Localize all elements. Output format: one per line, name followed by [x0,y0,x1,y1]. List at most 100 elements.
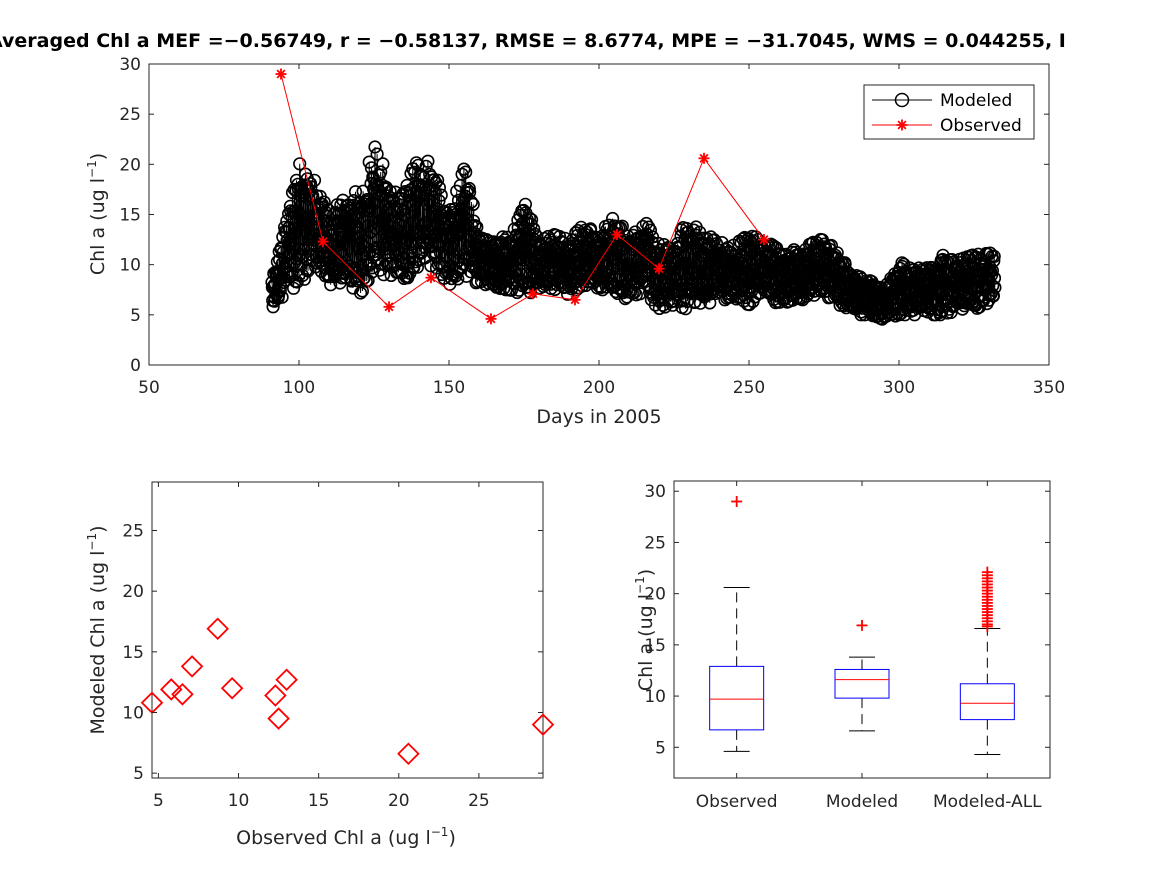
scatter-point [171,683,194,706]
modeled-marker [289,226,303,240]
boxplot-category-label: Observed [696,792,778,812]
timeseries-ylabel-sup: −1 [85,160,99,178]
observed-marker [698,152,710,164]
observed-marker-stroke [759,235,769,245]
scatter-ytick-label: 25 [122,522,144,542]
timeseries-ytick-label: 0 [130,356,141,376]
modeled-marker [982,293,996,307]
box-group [709,495,765,752]
observed-marker [317,236,329,248]
boxplot-ticks: 5 10 15 20 25 30 Observed Modeled Modeled-ALL [644,481,1050,812]
modeled-marker [336,230,350,244]
timeseries-ytick-label: 15 [119,206,141,226]
modeled-marker [387,194,401,208]
modeled-marker [368,196,382,210]
boxplot-panel: 5 10 15 20 25 30 Observed Modeled Modeled-ALL Ch… [633,480,1051,812]
boxplot-ytick-label: 30 [644,482,666,502]
modeled-marker [432,181,447,195]
modeled-marker [988,280,1002,295]
scatter-ylabel-main: Modeled Chl a (ug l [87,551,109,735]
modeled-marker [678,302,693,316]
observed-marker [527,288,539,300]
scatter-ylabel: Modeled Chl a (ug l−1) [85,525,109,734]
modeled-marker [275,290,289,304]
modeled-marker [362,155,376,169]
timeseries-ylabel-main: Chl a (ug l [87,178,109,275]
scatter-xtick-label: 25 [468,791,490,811]
modeled-marker [518,197,533,211]
legend-observed-star-stroke [897,120,907,130]
timeseries-xtick-label: 250 [733,378,765,398]
box-group [959,566,1015,755]
scatter-points [140,617,555,766]
scatter-ytick-label: 15 [122,643,144,663]
modeled-marker [410,260,425,274]
timeseries-ylabel: Chl a (ug l−1) [85,153,109,275]
modeled-marker [987,254,1001,268]
timeseries-xtick-label: 50 [138,378,160,398]
boxplot-ytick-label: 5 [655,738,666,758]
modeled-marker [466,197,480,211]
timeseries-xtick-label: 300 [883,378,915,398]
timeseries-xtick-label: 150 [433,378,465,398]
timeseries-ytick-label: 5 [130,306,141,326]
modeled-marker [448,250,462,264]
modeled-marker [406,198,420,212]
modeled-marker [361,219,375,233]
scatter-xtick-label: 5 [153,791,164,811]
timeseries-panel: 50 100 150 200 250 300 350 0 5 10 15 20 25 30 Days in… [85,55,1065,428]
scatter-point [397,742,420,766]
observed-marker-stroke [318,237,328,247]
modeled-marker [352,272,366,286]
boxplot-ytick-label: 20 [644,585,666,605]
modeled-marker [349,250,363,264]
scatter-ytick-label: 5 [133,764,144,784]
observed-marker-stroke [612,230,622,240]
timeseries-ytick-label: 10 [119,256,141,276]
modeled-marker [678,257,692,271]
modeled-marker [287,281,301,295]
observed-marker-stroke [276,69,286,79]
timeseries-ytick-label: 25 [119,105,141,125]
modeled-marker [432,194,446,208]
scatter-xtick-label: 10 [228,791,250,811]
timeseries-ylabel-tail: ) [87,153,109,160]
legend-observed-star [896,119,908,131]
box-outlier [856,619,868,631]
modeled-marker [301,264,315,278]
timeseries-xtick-label: 100 [283,378,315,398]
scatter-point [220,676,244,700]
modeled-marker [987,271,1002,285]
modeled-marker [986,289,1001,303]
modeled-marker [769,255,784,269]
modeled-marker [392,218,406,232]
observed-marker [758,234,770,246]
modeled-marker [376,157,390,171]
modeled-marker [330,233,344,247]
legend-box [863,84,1035,140]
timeseries-xtick-label: 200 [583,378,615,398]
modeled-marker [398,208,412,222]
modeled-marker [374,165,388,179]
boxplot-ylabel-tail: ) [635,569,657,576]
box-iqr [834,668,890,699]
modeled-series-markers [265,140,1002,326]
modeled-marker [332,230,346,244]
boxplot-category-label: Modeled-ALL [933,792,1042,812]
legend-modeled-label: Modeled [940,91,1012,111]
observed-marker [569,294,581,306]
boxplot-ytick-label: 10 [644,687,666,707]
modeled-marker [527,222,541,236]
observed-marker [485,313,497,325]
observed-marker-stroke [654,264,664,274]
modeled-marker [420,226,434,240]
modeled-marker [462,181,476,196]
scatter-ylabel-tail: ) [87,525,109,532]
modeled-marker [613,221,628,235]
scatter-axes-box [151,481,544,779]
modeled-marker [350,220,364,234]
scatter-xlabel: Observed Chl a (ug l−1) [236,825,456,849]
scatter-ytick-label: 10 [122,703,144,723]
scatter-xtick-label: 20 [388,791,410,811]
